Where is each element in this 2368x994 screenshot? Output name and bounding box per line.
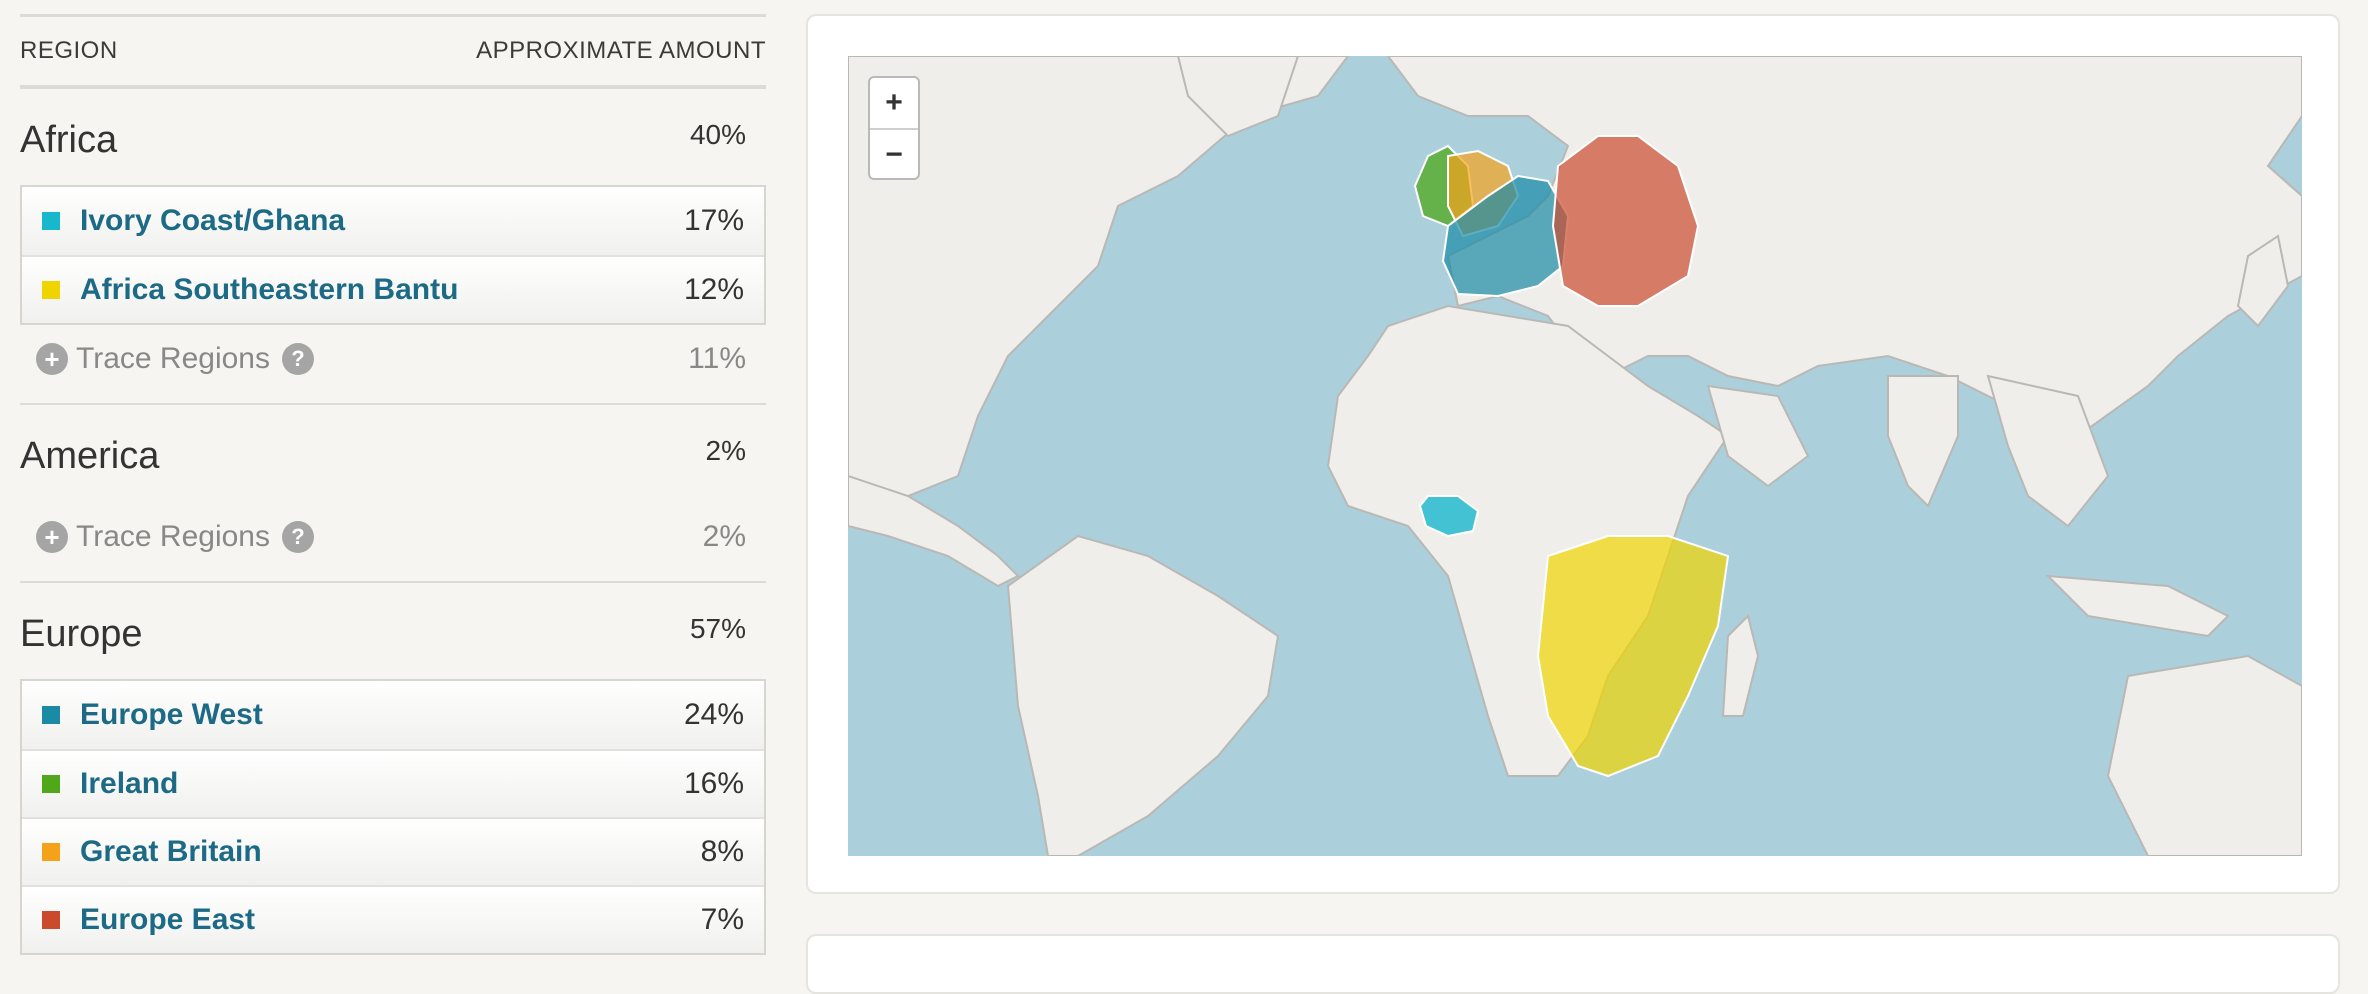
trace-regions-percent: 11% <box>688 342 746 375</box>
trace-regions-label[interactable]: Trace Regions <box>76 342 270 375</box>
region-group-header: America 2% <box>20 405 766 503</box>
subregion-link[interactable]: Ivory Coast/Ghana <box>80 204 346 237</box>
region-group-name: America <box>20 435 160 477</box>
greenland <box>1176 56 1300 138</box>
subregion-row-europe-west[interactable]: Europe West 24% <box>22 681 764 749</box>
world-map[interactable] <box>848 56 2302 856</box>
subregion-row-great-britain[interactable]: Great Britain 8% <box>22 817 764 885</box>
subregion-percent: 8% <box>700 835 744 868</box>
region-group-name: Europe <box>20 613 143 655</box>
color-swatch <box>42 706 60 724</box>
region-group-header: Africa 40% <box>20 89 766 185</box>
subregion-row-ivory-coast-ghana[interactable]: Ivory Coast/Ghana 17% <box>22 187 764 255</box>
color-swatch <box>42 775 60 793</box>
region-group-percent: 40% <box>689 119 746 150</box>
australia <box>2106 654 2302 856</box>
subregion-link[interactable]: Europe West <box>80 698 263 731</box>
plus-circle-icon[interactable]: + <box>36 343 68 375</box>
africa-southeastern-bantu-region <box>1536 535 1730 778</box>
subregion-link[interactable]: Ireland <box>80 767 179 800</box>
ivory-coast-ghana-region <box>1418 495 1480 538</box>
question-icon[interactable]: ? <box>281 521 314 553</box>
trace-regions-row[interactable]: + Trace Regions ? 11% <box>20 325 766 393</box>
question-icon[interactable]: ? <box>281 343 314 375</box>
ethnicity-map[interactable]: + − <box>848 56 2302 856</box>
color-swatch <box>42 911 60 929</box>
south-america <box>1006 534 1280 856</box>
region-column-header: REGION <box>20 37 118 64</box>
plus-circle-icon[interactable]: + <box>36 521 68 553</box>
subregion-link[interactable]: Great Britain <box>80 835 262 868</box>
ethnicity-overlays[interactable] <box>1413 135 1730 778</box>
color-swatch <box>42 212 60 230</box>
subregion-percent: 12% <box>683 273 744 306</box>
region-group-europe: Europe 57% Europe West 24% Ireland 16% <box>20 583 766 965</box>
map-card: + − <box>806 14 2340 894</box>
arabia <box>1706 384 1810 488</box>
amount-column-header: APPROXIMATE AMOUNT <box>476 37 766 64</box>
subregion-percent: 16% <box>683 767 744 800</box>
subregion-row-ireland[interactable]: Ireland 16% <box>22 749 764 817</box>
southeast-asia <box>1986 374 2110 528</box>
subregion-percent: 17% <box>683 204 744 237</box>
zoom-control: + − <box>868 76 920 180</box>
secondary-card <box>806 934 2340 994</box>
trace-regions-row[interactable]: + Trace Regions ? 2% <box>20 503 766 571</box>
zoom-in-button[interactable]: + <box>885 86 903 119</box>
subregion-percent: 7% <box>700 903 744 936</box>
subregion-list: Europe West 24% Ireland 16% Great Britai… <box>20 679 766 955</box>
subregion-link[interactable]: Africa Southeastern Bantu <box>80 273 459 306</box>
ethnicity-table: REGION APPROXIMATE AMOUNT Africa 40% Ivo… <box>20 0 766 965</box>
table-header: REGION APPROXIMATE AMOUNT <box>20 17 766 89</box>
central-america <box>848 474 1020 588</box>
region-group-america: America 2% + Trace Regions ? 2% <box>20 405 766 583</box>
india <box>1887 375 1959 508</box>
top-divider <box>20 14 766 17</box>
region-group-percent: 2% <box>705 435 746 466</box>
color-swatch <box>42 843 60 861</box>
region-group-percent: 57% <box>689 613 746 644</box>
landmasses <box>848 56 2302 856</box>
subregion-row-europe-east[interactable]: Europe East 7% <box>22 885 764 953</box>
subregion-link[interactable]: Europe East <box>80 903 256 936</box>
region-group-africa: Africa 40% Ivory Coast/Ghana 17% Africa … <box>20 89 766 405</box>
region-group-name: Africa <box>20 119 118 161</box>
trace-regions-label[interactable]: Trace Regions <box>76 520 270 553</box>
trace-regions-percent: 2% <box>702 520 746 553</box>
color-swatch <box>42 281 60 299</box>
madagascar <box>1721 614 1760 717</box>
subregion-list: Ivory Coast/Ghana 17% Africa Southeaster… <box>20 185 766 325</box>
subregion-percent: 24% <box>683 698 744 731</box>
europe-east-region <box>1551 135 1700 307</box>
region-group-header: Europe 57% <box>20 583 766 679</box>
indonesia <box>2045 574 2230 638</box>
zoom-out-button[interactable]: − <box>870 128 918 178</box>
subregion-row-africa-southeastern-bantu[interactable]: Africa Southeastern Bantu 12% <box>22 255 764 323</box>
japan <box>2236 234 2290 328</box>
